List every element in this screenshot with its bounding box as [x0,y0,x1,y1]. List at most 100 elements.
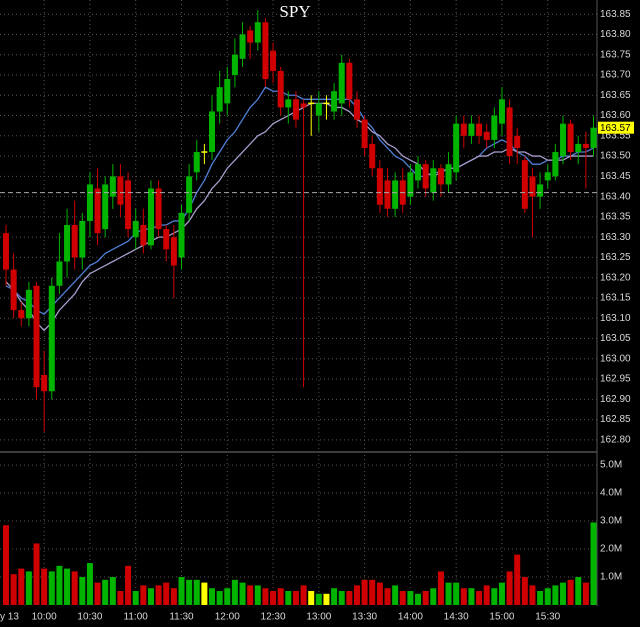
volume-bar [109,577,116,605]
candle-body [247,30,254,43]
volume-bar [41,568,48,605]
volume-bar [178,577,185,605]
volume-bar [201,582,208,605]
volume-bar [521,577,528,605]
moving-average-line [5,102,594,332]
y-tick-label: 163.55 [600,130,631,141]
y-tick-label: 163.20 [600,272,631,283]
volume-bar [491,588,498,605]
candle-body [567,123,574,153]
y-tick-label: 2.0M [600,544,622,555]
volume-bar [315,593,322,605]
x-tick-label: 14:00 [398,612,423,623]
candle-body [64,225,71,262]
volume-bar [445,582,452,605]
volume-bar [209,588,216,605]
y-tick-label: 163.50 [600,151,631,162]
volume-bar [353,585,360,605]
volume-bar [125,565,132,605]
candle-body [254,22,261,43]
candle-body [506,107,513,157]
volume-bar [453,582,460,605]
y-tick-label: 163.30 [600,232,631,243]
y-tick-label: 163.15 [600,293,631,304]
candle-body [132,220,139,238]
volume-bar [254,585,261,605]
volume-bar [56,565,63,605]
y-tick-label: 163.60 [600,110,631,121]
y-tick-label: 162.80 [600,435,631,446]
candle-body [178,212,185,258]
candle-body [10,269,17,311]
y-tick-label: 163.85 [600,9,631,20]
last-price-label: 163.57 [600,123,631,134]
candle-body [430,168,437,193]
candle-body [125,180,132,230]
volume-bar [193,579,200,605]
volume-bar [514,554,521,605]
y-tick-label: 3.0M [600,516,622,527]
volume-bar [460,588,467,605]
volume-bar [102,579,109,605]
x-tick-label: 13:30 [352,612,377,623]
candle-body [468,123,475,136]
candle-body [415,164,422,181]
volume-bar [468,588,475,605]
candle-body [109,176,116,197]
chart-title: SPY [279,2,310,21]
candle-body [209,111,216,153]
volume-bar [590,522,597,605]
x-tick-label: 10:30 [77,612,102,623]
volume-bar [94,582,101,605]
y-tick-label: 163.05 [600,333,631,344]
candle-body [277,70,284,108]
volume-bar [369,579,376,605]
candle-body [300,103,307,108]
candle-body [498,99,505,124]
candle-body [315,103,322,116]
volume-bar [140,585,147,605]
candle-body [376,168,383,205]
y-tick-label: 4.0M [600,488,622,499]
candle-body [582,143,589,148]
last-price-tag [598,121,634,134]
volume-bar [552,585,559,605]
candle-body [590,127,597,148]
candle-body [170,237,177,266]
candle-body [224,79,231,104]
y-tick-label: 162.95 [600,374,631,385]
volume-bar [582,582,589,605]
volume-bar [338,591,345,605]
volume-bar [147,588,154,605]
x-tick-label: 11:00 [124,612,149,623]
y-tick-label: 163.35 [600,212,631,223]
candle-body [552,152,559,177]
candle-body [483,131,490,140]
candle-body [231,54,238,75]
candle-body [491,115,498,140]
volume-bar [25,571,32,605]
volume-bar [170,588,177,605]
candle-body [163,229,170,250]
volume-bar [3,525,9,605]
volume-bar [506,571,513,605]
candle-body [56,261,63,286]
volume-bar [262,588,269,605]
candle-body [437,168,444,185]
volume-bar [270,591,277,605]
candle-body [346,62,353,100]
volume-bar [437,571,444,605]
volume-bar [575,577,582,605]
candle-body [331,91,338,112]
candle-body [86,184,93,221]
y-tick-label: 162.90 [600,394,631,405]
volume-bar [163,582,170,605]
candle-body [239,34,246,59]
candle-body [544,172,551,181]
volume-bar [224,588,231,605]
volume-bar [231,579,238,605]
x-tick-label: 14:30 [444,612,469,623]
volume-bar [376,582,383,605]
